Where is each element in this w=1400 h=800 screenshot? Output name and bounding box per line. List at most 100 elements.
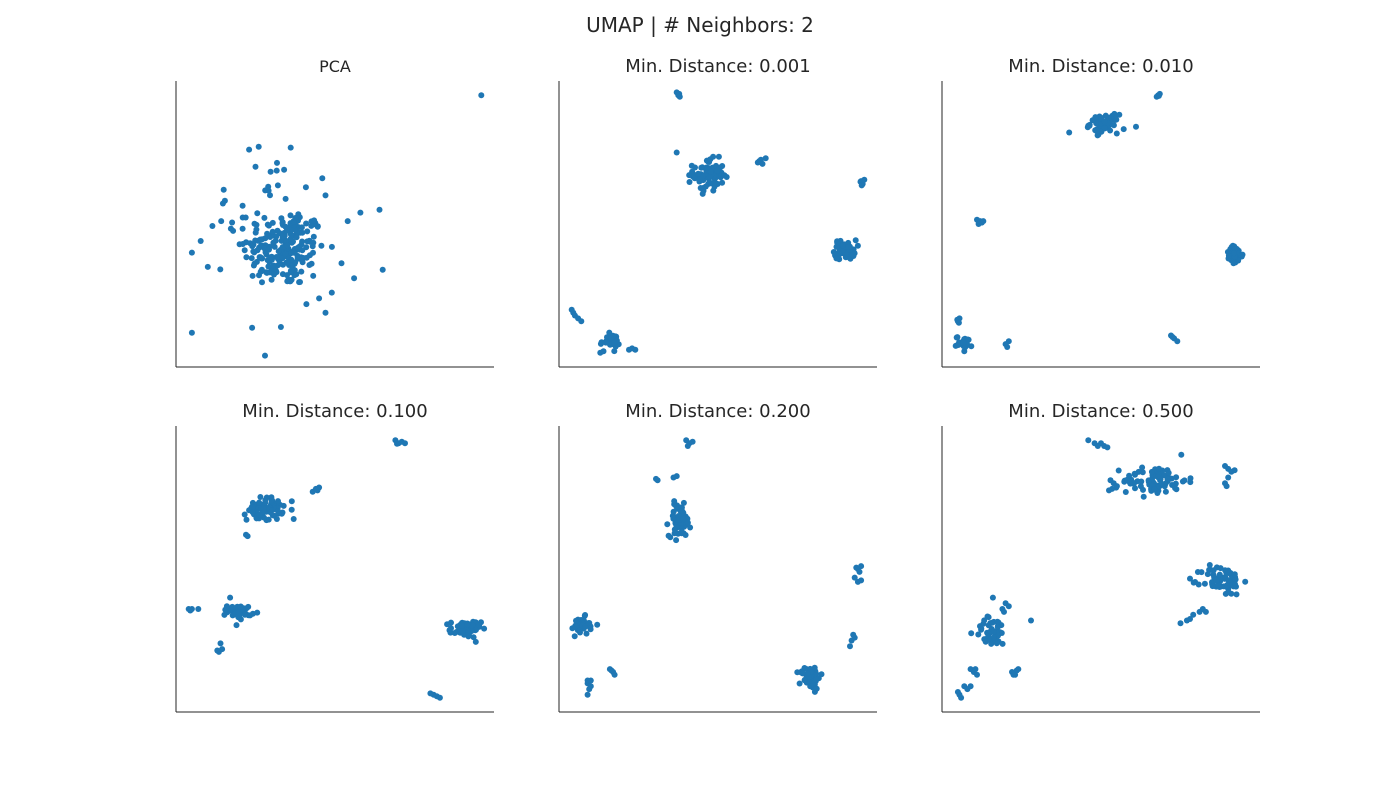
scatter-point (328, 243, 335, 250)
scatter-point (265, 263, 272, 270)
scatter-point (1140, 486, 1146, 493)
scatter-point (304, 238, 311, 245)
scatter-point (237, 603, 244, 610)
scatter-point (218, 218, 225, 225)
scatter-point (292, 215, 299, 221)
scatter-point (274, 159, 280, 166)
scatter-point (598, 339, 605, 346)
scatter-point (714, 167, 721, 174)
scatter-point (1174, 338, 1181, 345)
scatter-point (577, 629, 583, 636)
scatter-point (1239, 251, 1246, 258)
scatter-point (298, 224, 305, 231)
scatter-point (861, 176, 868, 183)
scatter-point (277, 324, 284, 330)
scatter-point (1122, 489, 1129, 495)
scatter-point (280, 261, 286, 268)
scatter-point (254, 210, 261, 217)
scatter-point (299, 238, 306, 245)
scatter-point (1161, 472, 1167, 479)
scatter-point (584, 691, 591, 698)
scatter-point (299, 259, 306, 266)
scatter-point (279, 220, 286, 227)
scatter-point (686, 179, 693, 185)
scatter-point (1204, 571, 1211, 578)
scatter-point (1066, 129, 1073, 136)
scatter-point (698, 164, 705, 171)
scatter-point (1124, 476, 1131, 483)
scatter-point (759, 160, 766, 167)
scatter-point (322, 309, 329, 316)
scatter-point (459, 627, 466, 634)
scatter-point (688, 162, 695, 169)
scatter-point (673, 473, 680, 480)
scatter-point (197, 238, 204, 244)
scatter-point (257, 254, 264, 261)
scatter-point (244, 533, 251, 540)
scatter-point (1228, 468, 1235, 475)
scatter-point (719, 179, 726, 186)
scatter-point (1151, 486, 1158, 493)
scatter-point (221, 611, 228, 618)
scatter-point (447, 629, 454, 636)
scatter-point (1005, 603, 1012, 610)
scatter-point (678, 528, 685, 535)
scatter-point (582, 612, 589, 618)
scatter-point (241, 511, 248, 518)
scatter-point (689, 438, 696, 445)
scatter-point (956, 691, 963, 698)
scatter-point (241, 247, 248, 254)
scatter-point (274, 182, 281, 189)
scatter-point (310, 272, 317, 279)
scatter-point (754, 159, 761, 166)
scatter-point (296, 243, 303, 250)
scatter-point (344, 218, 351, 225)
scatter-point (252, 163, 259, 170)
scatter-point (980, 218, 987, 225)
scatter-point (1111, 110, 1118, 117)
scatter-point (357, 209, 364, 216)
scatter-point (1187, 575, 1193, 582)
scatter-point (451, 630, 458, 636)
scatter-point (980, 620, 987, 627)
scatter-point (707, 168, 714, 175)
scatter-point (699, 190, 706, 197)
scatter-point (1178, 451, 1185, 458)
scatter-point (611, 340, 618, 346)
scatter-point (1094, 443, 1101, 449)
scatter-point (1116, 111, 1123, 118)
scatter-point (839, 248, 846, 255)
scatter-point (1104, 444, 1111, 451)
scatter-point (282, 250, 289, 257)
scatter-point (1210, 567, 1217, 574)
scatter-point (1092, 114, 1099, 121)
scatter-point (611, 671, 618, 678)
scatter-point (302, 184, 309, 191)
scatter-point (972, 666, 979, 673)
scatter-point (1148, 468, 1155, 475)
scatter-point (721, 172, 728, 179)
scatter-point (578, 318, 585, 325)
scatter-point (239, 225, 246, 232)
scatter-point (955, 319, 962, 326)
scatter-point (304, 228, 311, 235)
scatter-point (248, 255, 255, 262)
scatter-point (839, 242, 846, 249)
scatter-point (209, 223, 216, 229)
scatter-point (187, 607, 194, 614)
scatter-point (629, 345, 636, 352)
scatter-point (1004, 344, 1011, 350)
scatter-point (402, 440, 408, 447)
scatter-point (715, 153, 722, 160)
scatter-point (267, 192, 273, 199)
scatter-point (687, 524, 694, 531)
scatter-point (834, 239, 841, 246)
scatter-point (257, 236, 264, 243)
scatter-point (230, 227, 237, 234)
scatter-point (851, 574, 858, 581)
scatter-point (249, 324, 256, 331)
scatter-point (263, 269, 270, 276)
scatter-point (249, 509, 256, 516)
scatter-point (1223, 569, 1230, 576)
scatter-point (804, 670, 811, 677)
